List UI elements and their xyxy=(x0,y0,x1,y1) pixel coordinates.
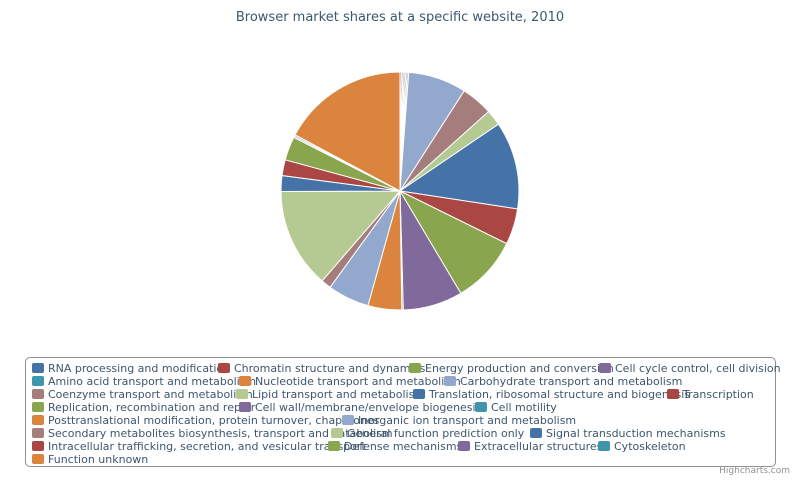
legend-item[interactable]: Cell motility xyxy=(475,400,557,414)
legend-item[interactable]: Cell cycle control, cell division xyxy=(599,361,781,375)
legend-swatch xyxy=(239,402,251,412)
legend-swatch xyxy=(409,363,421,373)
legend-item[interactable]: Carbohydrate transport and metabolism xyxy=(444,374,682,388)
legend-label: Signal transduction mechanisms xyxy=(546,426,726,440)
legend-item[interactable]: Function unknown xyxy=(32,452,148,466)
credits-link[interactable]: Highcharts.com xyxy=(719,466,790,476)
legend-item[interactable]: RNA processing and modification xyxy=(32,361,230,375)
legend-swatch xyxy=(32,454,44,464)
legend-label: Carbohydrate transport and metabolism xyxy=(460,374,683,388)
legend-swatch xyxy=(530,428,542,438)
legend-label: Cell motility xyxy=(491,400,557,414)
legend-label: Cytoskeleton xyxy=(614,439,686,453)
legend-swatch xyxy=(218,363,230,373)
pie-slices xyxy=(280,71,520,311)
legend-swatch xyxy=(458,441,470,451)
legend-item[interactable]: Posttranslational modification, protein … xyxy=(32,413,379,427)
legend-item[interactable]: Extracellular structures xyxy=(458,439,602,453)
legend-label: Cell cycle control, cell division xyxy=(615,361,781,375)
pie-slice-17[interactable] xyxy=(280,190,402,282)
legend-swatch xyxy=(239,376,251,386)
legend-swatch xyxy=(32,389,44,399)
legend-item[interactable]: Signal transduction mechanisms xyxy=(530,426,726,440)
legend-item[interactable]: Chromatin structure and dynamics xyxy=(218,361,425,375)
legend-label: Chromatin structure and dynamics xyxy=(234,361,426,375)
legend-label: Transcription xyxy=(683,387,754,401)
legend-label: Coenzyme transport and metabolism xyxy=(48,387,253,401)
legend-item[interactable]: Energy production and conversion xyxy=(409,361,614,375)
legend-label: Intracellular trafficking, secretion, an… xyxy=(48,439,366,453)
legend-swatch xyxy=(444,376,456,386)
legend-item[interactable]: Intracellular trafficking, secretion, an… xyxy=(32,439,366,453)
legend-item[interactable]: Replication, recombination and repair xyxy=(32,400,255,414)
legend-label: Function unknown xyxy=(48,452,149,466)
legend-swatch xyxy=(32,376,44,386)
legend-label: Defense mechanisms xyxy=(344,439,463,453)
legend-item[interactable]: Inorganic ion transport and metabolism xyxy=(342,413,576,427)
chart-title: Browser market shares at a specific webs… xyxy=(236,10,564,25)
legend-item[interactable]: Secondary metabolites biosynthesis, tran… xyxy=(32,426,393,440)
legend-swatch xyxy=(32,441,44,451)
legend-label: Cell wall/membrane/envelope biogenesis xyxy=(255,400,482,414)
legend-label: General function prediction only xyxy=(347,426,525,440)
legend-swatch xyxy=(598,441,610,451)
legend-item[interactable]: Lipid transport and metabolism xyxy=(236,387,425,401)
legend-item[interactable]: General function prediction only xyxy=(331,426,524,440)
legend-label: Secondary metabolites biosynthesis, tran… xyxy=(48,426,393,440)
legend-label: Lipid transport and metabolism xyxy=(252,387,426,401)
legend-item[interactable]: Coenzyme transport and metabolism xyxy=(32,387,253,401)
legend-swatch xyxy=(32,363,44,373)
legend-swatch xyxy=(342,415,354,425)
legend-swatch xyxy=(599,363,611,373)
legend-item[interactable]: Transcription xyxy=(667,387,754,401)
legend-swatch xyxy=(328,441,340,451)
legend-swatch xyxy=(32,402,44,412)
legend-item[interactable]: Cell wall/membrane/envelope biogenesis xyxy=(239,400,481,414)
legend-label: RNA processing and modification xyxy=(48,361,231,375)
legend-label: Inorganic ion transport and metabolism xyxy=(358,413,577,427)
legend-item[interactable]: Translation, ribosomal structure and bio… xyxy=(413,387,690,401)
legend-swatch xyxy=(475,402,487,412)
legend-item[interactable]: Amino acid transport and metabolism xyxy=(32,374,256,388)
legend-label: Replication, recombination and repair xyxy=(48,400,256,414)
pie-slice-9[interactable] xyxy=(398,123,520,210)
legend-swatch xyxy=(32,428,44,438)
legend-swatch xyxy=(667,389,679,399)
legend-swatch xyxy=(413,389,425,399)
legend-label: Nucleotide transport and metabolism xyxy=(255,374,461,388)
pie-slice-23[interactable] xyxy=(294,71,401,192)
legend: RNA processing and modification Chromatin… xyxy=(25,357,781,467)
legend-swatch xyxy=(236,389,248,399)
legend-item[interactable]: Cytoskeleton xyxy=(598,439,686,453)
legend-swatch xyxy=(331,428,343,438)
legend-swatch xyxy=(32,415,44,425)
legend-label: Amino acid transport and metabolism xyxy=(48,374,257,388)
legend-label: Translation, ribosomal structure and bio… xyxy=(429,387,691,401)
legend-item[interactable]: Nucleotide transport and metabolism xyxy=(239,374,461,388)
legend-label: Energy production and conversion xyxy=(425,361,614,375)
legend-item[interactable]: Defense mechanisms xyxy=(328,439,462,453)
legend-label: Posttranslational modification, protein … xyxy=(48,413,380,427)
legend-label: Extracellular structures xyxy=(474,439,603,453)
